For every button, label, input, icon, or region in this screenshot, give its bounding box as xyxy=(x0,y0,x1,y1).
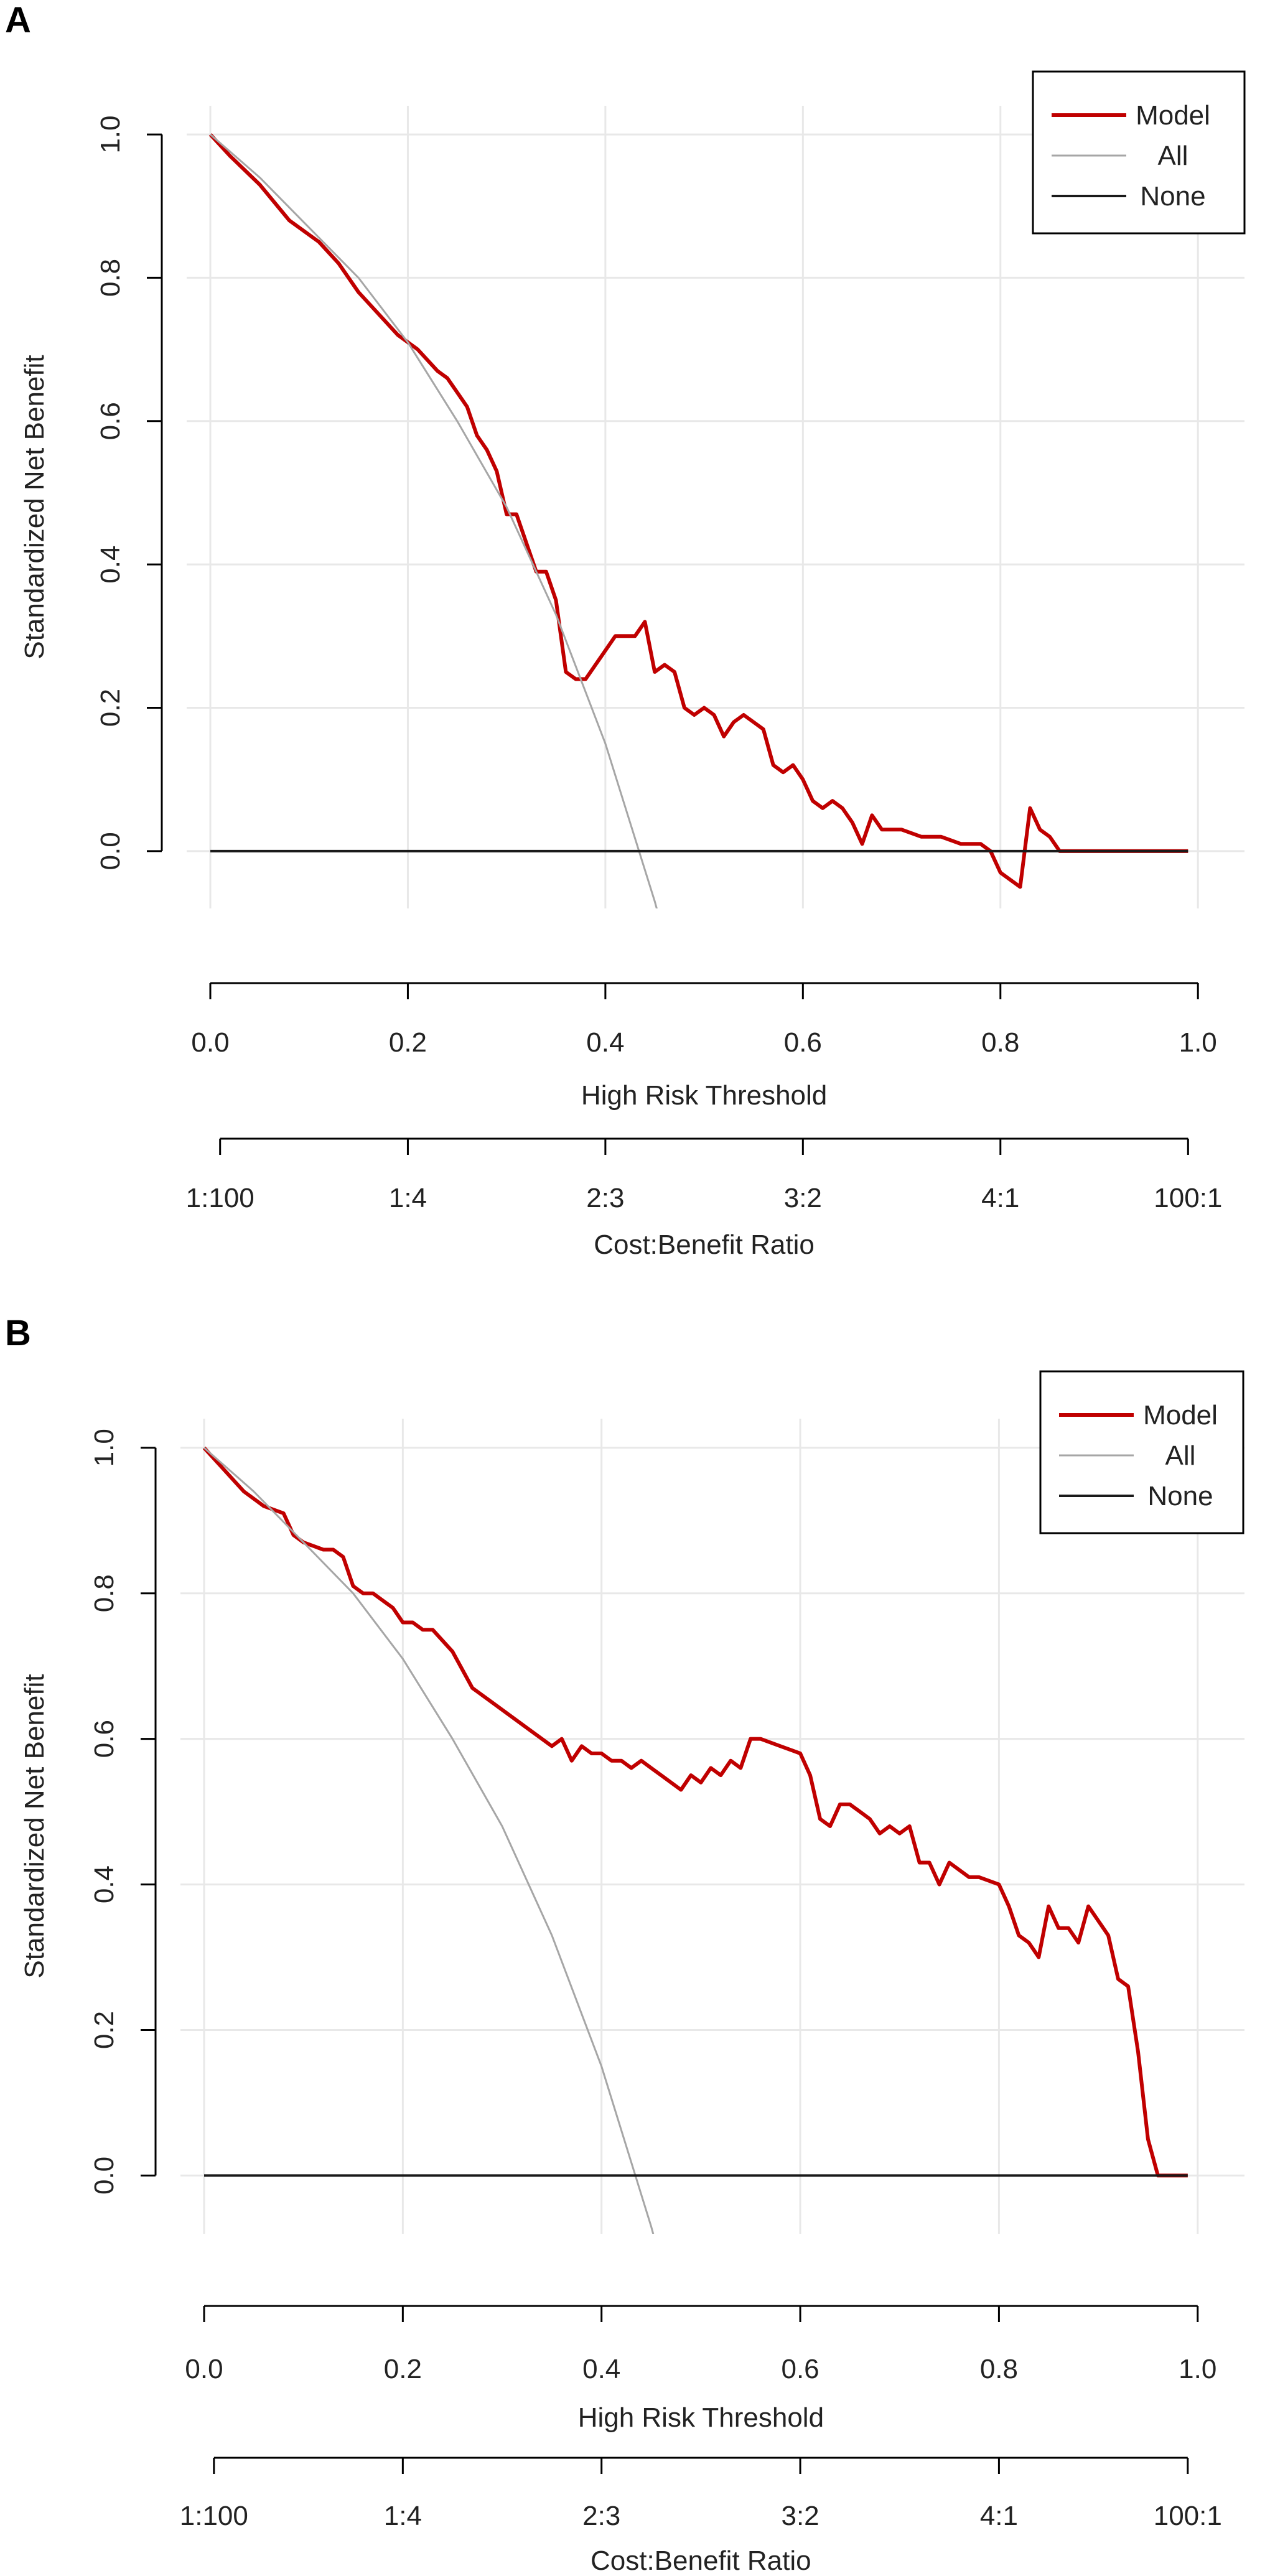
legend-label-all: All xyxy=(1165,1440,1196,1471)
legend-box xyxy=(1032,70,1246,235)
y-tick-label: 0.2 xyxy=(95,689,126,727)
legend: Model All None xyxy=(1039,1370,1244,1534)
x-tick-label: 0.4 xyxy=(586,1027,624,1058)
legend-label-all: All xyxy=(1158,141,1188,171)
panel-label: B xyxy=(5,1313,31,1353)
y-axis-label: Standardized Net Benefit xyxy=(19,1674,50,1978)
series-line-all xyxy=(210,133,658,908)
x-tick-label: 0.6 xyxy=(781,2354,819,2384)
secondary-tick-label: 4:1 xyxy=(981,1183,1019,1213)
x-tick-label: 0.6 xyxy=(784,1027,822,1058)
y-axis-label: Standardized Net Benefit xyxy=(19,355,50,659)
series-line-model xyxy=(202,1446,1188,2178)
y-tick-label: 1.0 xyxy=(89,1429,119,1467)
secondary-tick-label: 1:100 xyxy=(180,2501,248,2531)
secondary-tick-label: 100:1 xyxy=(1154,2501,1222,2531)
legend-label-none: None xyxy=(1140,181,1205,212)
y-tick-label: 0.0 xyxy=(95,832,126,870)
secondary-tick-label: 1:100 xyxy=(186,1183,254,1213)
panel-b: B 0.0 0.2 0.4 0.6 0.8 1.0 Standardized Net Bene… xyxy=(5,1313,1244,2576)
secondary-tick-label: 100:1 xyxy=(1154,1183,1222,1213)
x-tick-label: 0.8 xyxy=(981,1027,1019,1058)
secondary-tick-label: 3:2 xyxy=(784,1183,822,1213)
series-line-all xyxy=(203,1447,655,2234)
x-tick-label: 0.2 xyxy=(389,1027,427,1058)
x-tick-label: 0.4 xyxy=(582,2354,620,2384)
x-axis-label: High Risk Threshold xyxy=(578,2402,824,2433)
x-tick-label: 0.8 xyxy=(980,2354,1018,2384)
legend-label-none: None xyxy=(1147,1481,1213,1511)
y-tick-label: 0.6 xyxy=(89,1720,119,1758)
secondary-axis-label: Cost:Benefit Ratio xyxy=(591,2546,811,2576)
secondary-axis-label: Cost:Benefit Ratio xyxy=(594,1230,815,1260)
legend-label-model: Model xyxy=(1136,100,1210,131)
panel-a: A 0.0 0.2 0.4 0.6 0.8 1.0 Standardized Net Bene… xyxy=(5,0,1246,1260)
y-tick-label: 0.4 xyxy=(89,1865,119,1903)
series-line-model xyxy=(208,133,1188,889)
secondary-tick-label: 1:4 xyxy=(384,2501,422,2531)
legend-box xyxy=(1039,1370,1244,1534)
secondary-tick-label: 4:1 xyxy=(980,2501,1018,2531)
y-tick-label: 0.0 xyxy=(89,2157,119,2195)
legend: Model All None xyxy=(1032,70,1246,235)
y-tick-label: 0.2 xyxy=(89,2011,119,2049)
x-tick-label: 0.2 xyxy=(384,2354,422,2384)
x-axis-label: High Risk Threshold xyxy=(581,1080,827,1111)
x-tick-label: 1.0 xyxy=(1179,1027,1217,1058)
legend-label-model: Model xyxy=(1143,1400,1218,1430)
panel-label: A xyxy=(5,0,31,40)
x-tick-label: 0.0 xyxy=(185,2354,223,2384)
secondary-tick-label: 3:2 xyxy=(781,2501,819,2531)
y-tick-label: 1.0 xyxy=(95,115,126,153)
y-tick-label: 0.6 xyxy=(95,402,126,440)
secondary-tick-label: 1:4 xyxy=(389,1183,427,1213)
y-tick-label: 0.8 xyxy=(95,259,126,297)
x-tick-label: 0.0 xyxy=(191,1027,229,1058)
y-tick-label: 0.8 xyxy=(89,1574,119,1612)
secondary-tick-label: 2:3 xyxy=(586,1183,624,1213)
x-tick-label: 1.0 xyxy=(1179,2354,1216,2384)
secondary-tick-label: 2:3 xyxy=(582,2501,620,2531)
y-tick-label: 0.4 xyxy=(95,546,126,584)
